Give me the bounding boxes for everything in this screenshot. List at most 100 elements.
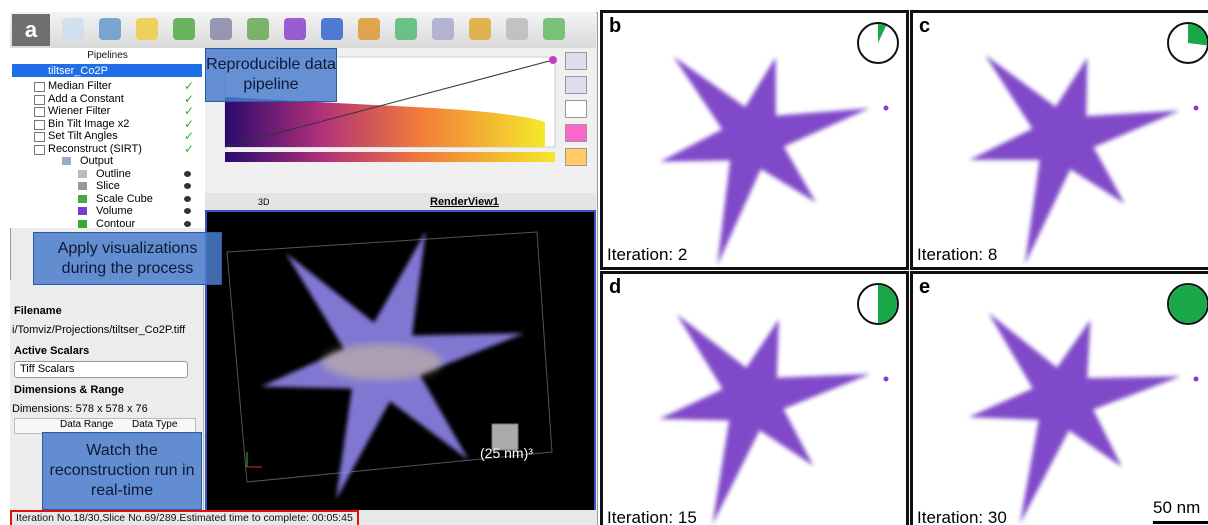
scalars-heading: Active Scalars	[14, 345, 89, 357]
speck	[884, 106, 889, 111]
visibility-icon	[184, 196, 191, 202]
progress-wedge	[1188, 24, 1207, 45]
toolbar-icon	[358, 18, 380, 40]
toolbar-icon	[543, 18, 565, 40]
module-name: Slice	[96, 180, 120, 192]
module-icon	[78, 207, 87, 215]
iteration-caption: Iteration: 15	[607, 508, 697, 525]
reconstruction	[659, 314, 870, 524]
module-icon	[78, 182, 87, 190]
status-check: ✓	[184, 143, 194, 155]
toolbar-icon	[395, 18, 417, 40]
toolbar-icon	[469, 18, 491, 40]
toolbar-icon	[210, 18, 232, 40]
visibility-icon	[184, 183, 191, 189]
speck	[1194, 106, 1199, 111]
reconstruction-panel: e Iteration: 30 50 nm	[910, 271, 1208, 525]
speck	[1194, 377, 1199, 382]
progress-wedge	[1169, 285, 1207, 323]
module-name: Contour	[96, 218, 135, 230]
reconstruction	[970, 55, 1180, 265]
visibility-icon	[184, 221, 191, 227]
module-name: Volume	[96, 205, 133, 217]
scale-bar-label: 50 nm	[1153, 498, 1200, 518]
view-mode: 3D	[258, 196, 270, 208]
panel-label: b	[609, 15, 621, 38]
colorbar	[225, 152, 555, 162]
filter-name: Median Filter	[48, 80, 112, 92]
output-icon	[62, 157, 71, 165]
filter-name: Add a Constant	[48, 93, 124, 105]
volume-core	[322, 344, 442, 380]
toolbar-icon	[62, 18, 84, 40]
table-header-cell: Data Range	[60, 419, 113, 431]
panel-label: d	[609, 276, 621, 299]
module-icon	[78, 220, 87, 228]
render-canvas	[207, 212, 592, 508]
reconstruction	[660, 56, 869, 265]
reconstruction-panel: b Iteration: 2	[600, 10, 909, 270]
scalars-value: Tiff Scalars	[20, 363, 74, 375]
module-name: Outline	[96, 168, 131, 180]
toolbar-icon	[99, 18, 121, 40]
callout: Reproducible data pipeline	[205, 48, 337, 102]
module-icon	[78, 170, 87, 178]
scale-bar	[1153, 521, 1208, 524]
status-check: ✓	[184, 130, 194, 142]
toolbar-icon	[506, 18, 528, 40]
pipeline-root: tiltser_Co2P	[48, 65, 108, 77]
callout: Apply visualizations during the process	[33, 232, 222, 285]
filter-name: Set Tilt Angles	[48, 130, 118, 142]
filter-name: Reconstruct (SIRT)	[48, 143, 142, 155]
reconstruction-panel: d Iteration: 15	[600, 271, 909, 525]
toolbar-icon	[173, 18, 195, 40]
status-check: ✓	[184, 105, 194, 117]
reconstruction	[969, 313, 1181, 524]
reconstruction-image	[913, 13, 1208, 267]
iteration-caption: Iteration: 8	[917, 245, 997, 265]
filter-icon	[34, 82, 45, 92]
module-icon	[78, 195, 87, 203]
module-name: Scale Cube	[96, 193, 153, 205]
output-name: Output	[80, 155, 113, 167]
status-check: ✓	[184, 93, 194, 105]
status-text: Iteration No.18/30,Slice No.69/289.Estim…	[10, 510, 359, 525]
pipelines-title: Pipelines	[10, 50, 205, 61]
panel-label: a	[12, 14, 50, 46]
reconstruction-image	[913, 274, 1208, 525]
panel-label: e	[919, 276, 930, 299]
callout: Watch the reconstruction run in real-tim…	[42, 432, 202, 510]
filename-heading: Filename	[14, 305, 62, 317]
dimensions-heading: Dimensions & Range	[14, 384, 124, 396]
status-check: ✓	[184, 118, 194, 130]
filename: i/Tomviz/Projections/tiltser_Co2P.tiff	[12, 324, 185, 336]
toolbar-icon	[321, 18, 343, 40]
filter-icon	[34, 145, 45, 155]
toolbar-icon	[432, 18, 454, 40]
reconstruction-image	[603, 13, 906, 267]
visibility-icon	[184, 208, 191, 214]
speck	[884, 377, 889, 382]
toolbar-icon	[136, 18, 158, 40]
status-check: ✓	[184, 80, 194, 92]
scale-cube-label: (25 nm)³	[480, 445, 533, 461]
table-header-cell: Data Type	[132, 419, 177, 431]
toolbar-icon	[247, 18, 269, 40]
visibility-icon	[184, 171, 191, 177]
figure: a Pipelines tiltser_Co2P Median Filter ✓ A…	[0, 0, 1208, 525]
toolbar-icon	[284, 18, 306, 40]
panel-label: c	[919, 15, 930, 38]
colormap-buttons	[565, 52, 587, 172]
filter-icon	[34, 107, 45, 117]
dimensions: Dimensions: 578 x 578 x 76	[12, 403, 148, 415]
filter-icon	[34, 120, 45, 130]
filter-icon	[34, 132, 45, 142]
render-view-name: RenderView1	[430, 196, 499, 208]
reconstruction-image	[603, 274, 906, 525]
reconstruction-panel: c Iteration: 8	[910, 10, 1208, 270]
control-point	[549, 56, 557, 64]
filter-name: Bin Tilt Image x2	[48, 118, 129, 130]
iteration-caption: Iteration: 2	[607, 245, 687, 265]
iteration-caption: Iteration: 30	[917, 508, 1007, 525]
filter-name: Wiener Filter	[48, 105, 110, 117]
